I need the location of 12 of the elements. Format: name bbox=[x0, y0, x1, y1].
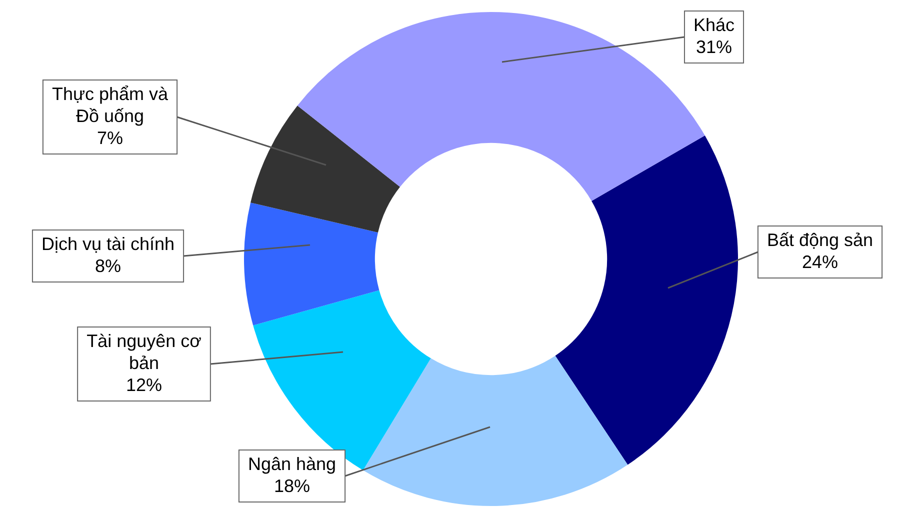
data-label: 8% bbox=[94, 256, 122, 276]
data-label: 31% bbox=[696, 36, 732, 57]
slice-label: Dịch vụ tài chính bbox=[41, 234, 175, 254]
slice-label: Khác bbox=[693, 14, 735, 35]
slice-label: Ngân hàng bbox=[248, 454, 336, 474]
data-label: 7% bbox=[96, 128, 124, 148]
data-label: 24% bbox=[802, 252, 838, 272]
slice-label: Thực phẩm và Đồ uống bbox=[52, 84, 170, 126]
slice-label: Bất động sản bbox=[766, 230, 874, 250]
data-label: 12% bbox=[126, 374, 162, 395]
data-label: 18% bbox=[274, 476, 310, 496]
slice-label: Tài nguyên cơ bản bbox=[86, 330, 202, 373]
